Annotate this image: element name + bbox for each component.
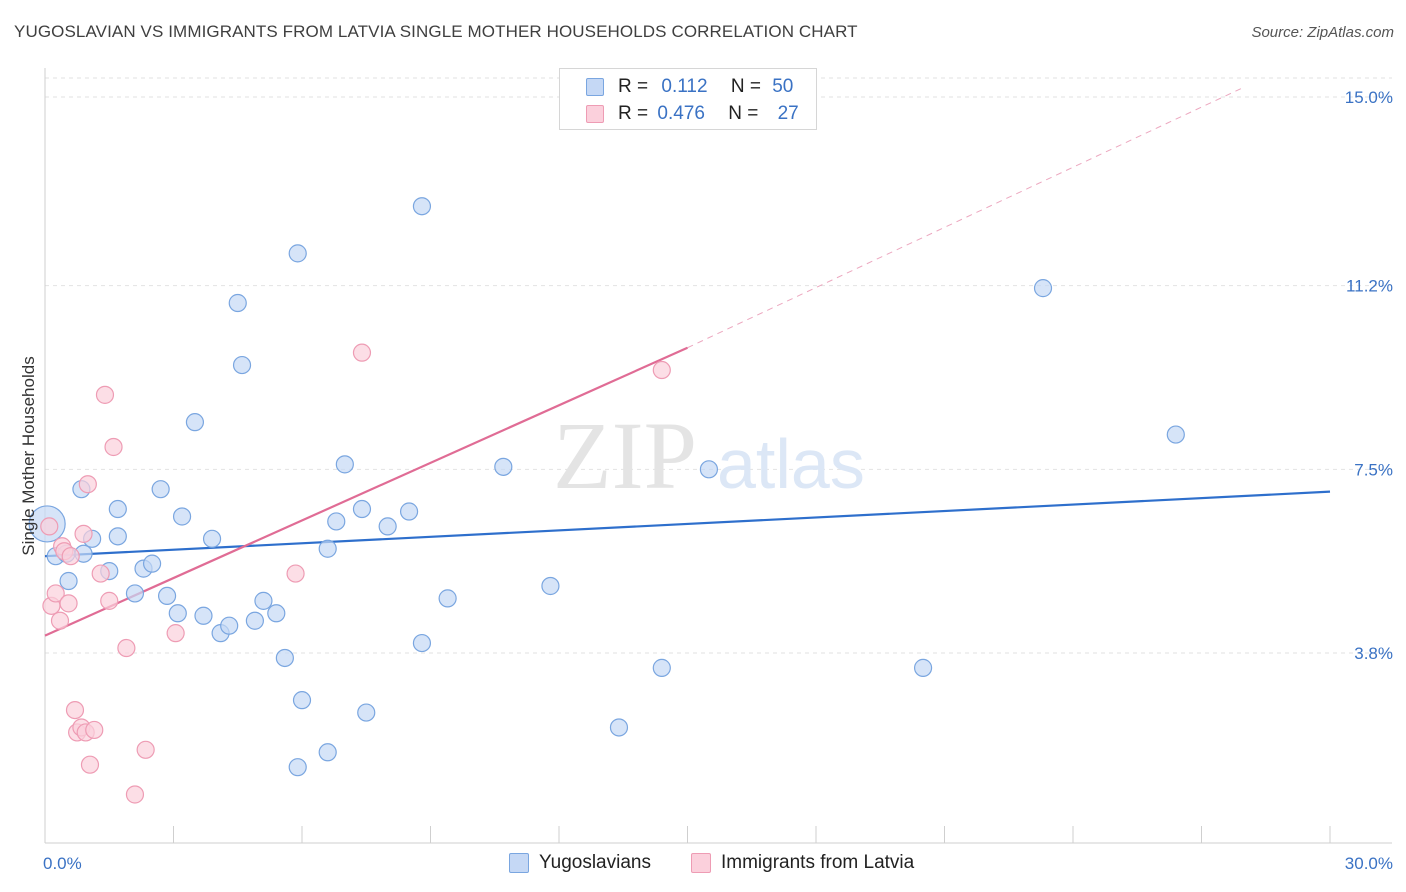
data-point-yugoslavian	[327, 512, 346, 531]
trend-line-yugoslavians	[44, 490, 1331, 558]
data-point-yugoslavian	[652, 658, 671, 677]
data-point-latvia	[61, 547, 80, 566]
trend-line-latvia-extension	[687, 86, 1245, 349]
chart-title: YUGOSLAVIAN VS IMMIGRANTS FROM LATVIA SI…	[14, 22, 858, 41]
data-point-latvia	[65, 700, 85, 720]
legend-r-value: 0.476	[657, 103, 705, 124]
data-point-yugoslavian	[288, 758, 307, 777]
data-point-latvia	[40, 517, 59, 536]
data-point-latvia	[100, 591, 119, 610]
y-tick-label: 3.8%	[1354, 644, 1393, 663]
legend-r-value: 0.112	[661, 76, 708, 97]
data-point-yugoslavian	[220, 616, 239, 635]
data-point-latvia	[59, 594, 78, 613]
data-point-latvia	[166, 624, 185, 643]
series-legend: Yugoslavians Immigrants from Latvia	[0, 852, 1406, 878]
data-point-latvia	[352, 343, 372, 362]
data-point-yugoslavian	[232, 355, 252, 375]
x-tick-label: 0.0%	[43, 854, 82, 873]
data-point-yugoslavian	[494, 457, 513, 476]
data-point-yugoslavian	[254, 591, 273, 610]
legend-label-latvia: Immigrants from Latvia	[721, 852, 915, 873]
data-point-yugoslavian	[245, 611, 264, 630]
data-point-yugoslavian	[142, 554, 162, 573]
data-point-yugoslavian	[352, 499, 372, 519]
data-point-yugoslavian	[699, 460, 719, 479]
data-point-yugoslavian	[609, 718, 629, 737]
data-point-yugoslavian	[1166, 425, 1185, 444]
data-point-latvia	[46, 584, 65, 603]
data-point-latvia	[85, 720, 104, 740]
data-point-yugoslavian	[335, 455, 354, 474]
data-point-yugoslavian	[157, 586, 177, 606]
data-point-yugoslavian	[125, 584, 145, 603]
legend-n-label: N =	[730, 76, 761, 97]
data-point-latvia	[104, 437, 123, 457]
legend-r-label: R =	[618, 76, 649, 97]
data-point-yugoslavian	[1033, 279, 1053, 298]
data-point-yugoslavian	[438, 589, 457, 608]
data-point-yugoslavian	[412, 633, 432, 653]
trend-lines	[44, 86, 1331, 637]
data-point-yugoslavian	[267, 604, 286, 623]
data-point-yugoslavian	[185, 413, 205, 432]
y-tick-label: 7.5%	[1354, 460, 1393, 479]
watermark-atlas: atlas	[717, 425, 865, 503]
data-point-yugoslavian	[202, 529, 222, 548]
data-point-yugoslavian	[275, 648, 294, 668]
data-point-latvia	[50, 611, 70, 630]
legend-n-value: 50	[772, 76, 794, 97]
legend-item-yugoslavians: Yugoslavians	[509, 852, 651, 874]
legend-n-label: N =	[728, 103, 759, 124]
data-point-latvia	[117, 638, 136, 658]
data-point-latvia	[95, 385, 115, 404]
data-point-yugoslavian	[412, 197, 432, 216]
data-point-latvia	[78, 475, 97, 494]
source-label: Source: ZipAtlas.com	[1251, 24, 1394, 41]
legend-swatch-blue	[509, 853, 529, 873]
legend-n-value: 27	[777, 103, 799, 124]
axes	[44, 68, 1392, 844]
y-axis-label: Single Mother Households	[19, 356, 38, 555]
data-point-yugoslavian	[168, 604, 187, 623]
data-point-latvia	[91, 564, 110, 583]
data-point-yugoslavian	[318, 743, 337, 762]
legend-item-latvia: Immigrants from Latvia	[691, 852, 914, 874]
data-point-yugoslavian	[399, 502, 419, 521]
data-point-latvia	[125, 785, 145, 804]
legend-swatch-pink	[586, 105, 604, 123]
data-points	[28, 197, 1185, 804]
data-point-yugoslavian	[151, 480, 170, 499]
data-point-latvia	[286, 564, 305, 583]
data-point-yugoslavian	[913, 658, 933, 677]
data-point-yugoslavian	[541, 576, 560, 596]
data-point-latvia	[80, 755, 100, 774]
data-point-yugoslavian	[357, 703, 376, 722]
data-point-yugoslavian	[172, 507, 192, 526]
x-tick-label: 30.0%	[1345, 854, 1393, 873]
data-point-yugoslavian	[194, 606, 213, 625]
data-point-yugoslavian	[108, 499, 127, 519]
legend-label-yugoslavians: Yugoslavians	[539, 852, 651, 873]
correlation-legend: R = 0.112 N = 50 R = 0.476 N = 27	[559, 68, 817, 130]
data-point-yugoslavian	[59, 571, 78, 591]
legend-swatch-pink	[691, 853, 711, 873]
watermark-zip: ZIP	[553, 402, 697, 509]
data-point-latvia	[652, 360, 671, 380]
data-point-latvia	[136, 740, 155, 759]
data-point-yugoslavian	[108, 527, 127, 546]
data-point-yugoslavian	[292, 691, 312, 710]
trend-line-latvia	[44, 346, 688, 637]
y-tick-label: 11.2%	[1346, 277, 1393, 296]
data-point-yugoslavian	[318, 539, 337, 558]
data-point-yugoslavian	[228, 293, 247, 313]
legend-swatch-blue	[586, 78, 604, 96]
y-tick-label: 15.0%	[1345, 88, 1393, 107]
data-point-yugoslavian	[378, 517, 397, 536]
data-point-latvia	[74, 524, 93, 543]
tick-labels: 3.8% 7.5% 11.2% 15.0% 0.0% 30.0%	[43, 88, 1393, 873]
data-point-yugoslavian	[288, 244, 307, 263]
legend-r-label: R =	[618, 103, 649, 124]
